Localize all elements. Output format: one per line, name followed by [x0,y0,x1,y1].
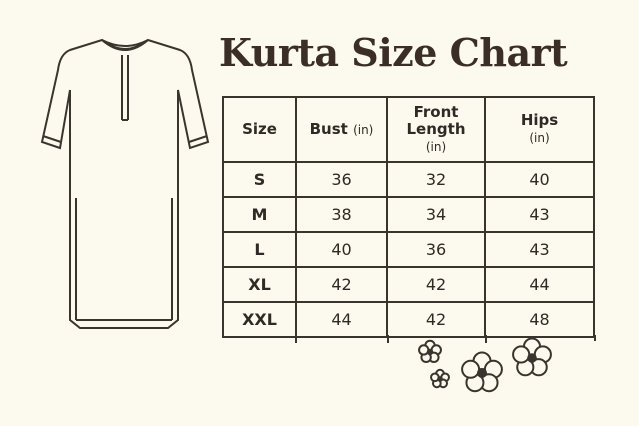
size-cell: S [222,161,297,198]
hips-cell: 43 [484,231,595,268]
table-row: L 40 36 43 [222,231,595,268]
flower-icon [418,339,442,364]
kurta-illustration [40,38,210,329]
front-length-cell: 42 [386,266,486,303]
bust-cell: 42 [295,266,388,303]
size-cell: XL [222,266,297,303]
table-row: S 36 32 40 [222,161,595,198]
table-header-row: Size Bust (in) Front Length (in) Hips (in) [222,96,595,163]
header-front-length: Front Length (in) [386,96,486,163]
size-cell: M [222,196,297,233]
hips-cell: 44 [484,266,595,303]
bust-cell: 40 [295,231,388,268]
header-hips: Hips (in) [484,96,595,163]
size-cell: XXL [222,301,297,338]
front-length-cell: 32 [386,161,486,198]
table-row: XXL 44 42 48 [222,301,595,338]
bust-cell: 36 [295,161,388,198]
flower-icon [430,368,450,389]
bust-cell: 44 [295,301,388,338]
front-length-cell: 36 [386,231,486,268]
size-chart-table: Size Bust (in) Front Length (in) Hips (in)… [222,96,595,338]
header-size: Size [222,96,297,163]
hips-cell: 40 [484,161,595,198]
page-title: Kurta Size Chart [219,30,568,75]
hips-cell: 43 [484,196,595,233]
bust-cell: 38 [295,196,388,233]
table-row: M 38 34 43 [222,196,595,233]
flower-icon [461,351,503,393]
table-row: XL 42 42 44 [222,266,595,303]
flower-decoration [418,337,552,393]
table-divider-stubs [295,335,596,343]
front-length-cell: 42 [386,301,486,338]
header-bust: Bust (in) [295,96,388,163]
size-cell: L [222,231,297,268]
hips-cell: 48 [484,301,595,338]
front-length-cell: 34 [386,196,486,233]
flower-icon [512,337,552,377]
